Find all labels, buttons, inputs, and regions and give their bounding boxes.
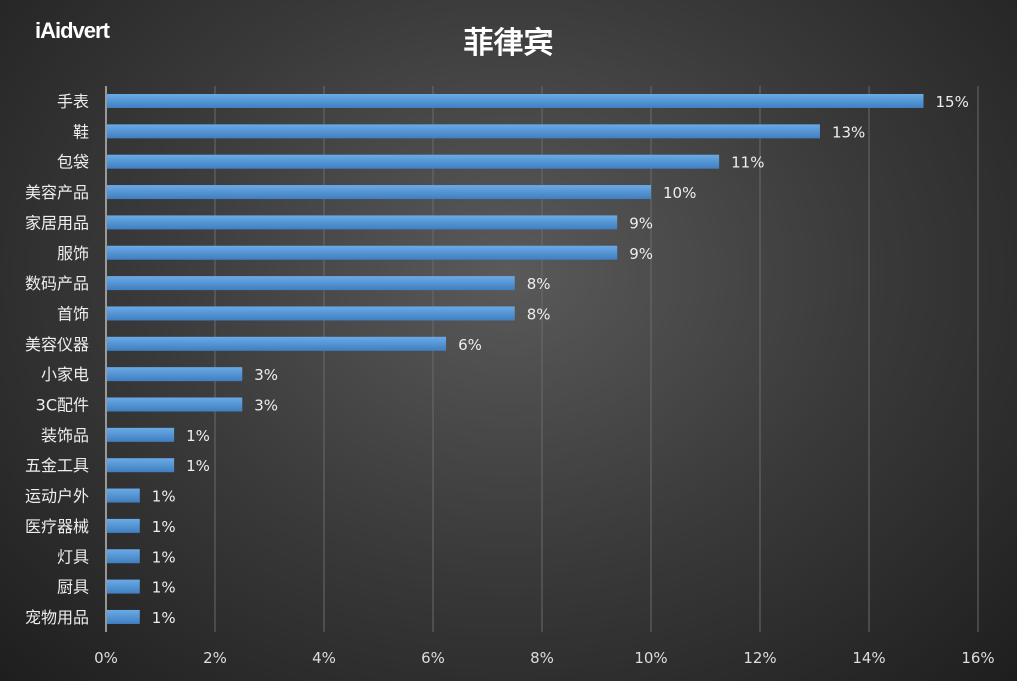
x-tick-label: 10% (634, 649, 667, 667)
x-tick-label: 8% (530, 649, 554, 667)
data-label: 1% (152, 548, 176, 566)
category-label: 装饰品 (41, 426, 89, 445)
bar (107, 579, 140, 594)
bar (107, 458, 175, 473)
category-label: 服饰 (57, 244, 89, 263)
bar (107, 94, 924, 108)
category-label: 五金工具 (25, 456, 89, 475)
data-label: 9% (629, 214, 653, 232)
bar (107, 427, 175, 442)
x-tick-label: 4% (312, 649, 336, 667)
category-label: 小家电 (41, 365, 89, 384)
x-tick-label: 14% (852, 649, 885, 667)
data-label: 1% (152, 518, 176, 536)
data-label: 1% (186, 457, 210, 475)
bar (107, 215, 618, 230)
bar (107, 276, 515, 291)
category-label: 美容仪器 (25, 335, 89, 354)
bar (107, 488, 140, 503)
bar (107, 154, 720, 169)
bar (107, 518, 140, 533)
bar (107, 185, 651, 200)
data-label: 6% (458, 336, 482, 354)
category-label: 美容产品 (25, 183, 89, 202)
chart-title: 菲律宾 (463, 26, 554, 61)
bar (107, 245, 618, 260)
category-label: 运动户外 (25, 487, 89, 506)
category-label: 首饰 (57, 304, 89, 323)
x-tick-label: 16% (961, 649, 994, 667)
category-label: 鞋 (73, 122, 89, 141)
x-tick-label: 12% (743, 649, 776, 667)
bar (107, 336, 447, 351)
category-label: 3C配件 (36, 396, 89, 415)
data-label: 13% (832, 123, 865, 141)
data-label: 8% (527, 305, 551, 323)
data-label: 15% (936, 93, 969, 111)
category-label: 宠物用品 (25, 608, 89, 627)
bar (107, 397, 243, 412)
data-label: 3% (254, 397, 278, 415)
aidvert-logo: iAidvert (35, 18, 110, 43)
data-label: 8% (527, 275, 551, 293)
x-tick-label: 2% (203, 649, 227, 667)
category-label: 数码产品 (25, 274, 89, 293)
data-label: 3% (254, 366, 278, 384)
data-label: 11% (731, 154, 764, 172)
data-label: 1% (186, 427, 210, 445)
category-label: 厨具 (57, 578, 89, 597)
bar (107, 609, 140, 624)
x-tick-label: 6% (421, 649, 445, 667)
category-label: 医疗器械 (25, 517, 89, 536)
category-label: 包袋 (57, 153, 89, 172)
bar (107, 367, 243, 382)
bar (107, 306, 515, 321)
bar (107, 124, 820, 139)
data-label: 9% (629, 245, 653, 263)
data-label: 1% (152, 488, 176, 506)
category-label: 家居用品 (25, 213, 89, 232)
data-label: 1% (152, 609, 176, 627)
x-tick-label: 0% (94, 649, 118, 667)
data-label: 1% (152, 579, 176, 597)
category-label: 灯具 (57, 547, 89, 566)
bar (107, 549, 140, 564)
category-label: 手表 (57, 92, 89, 111)
data-label: 10% (663, 184, 696, 202)
